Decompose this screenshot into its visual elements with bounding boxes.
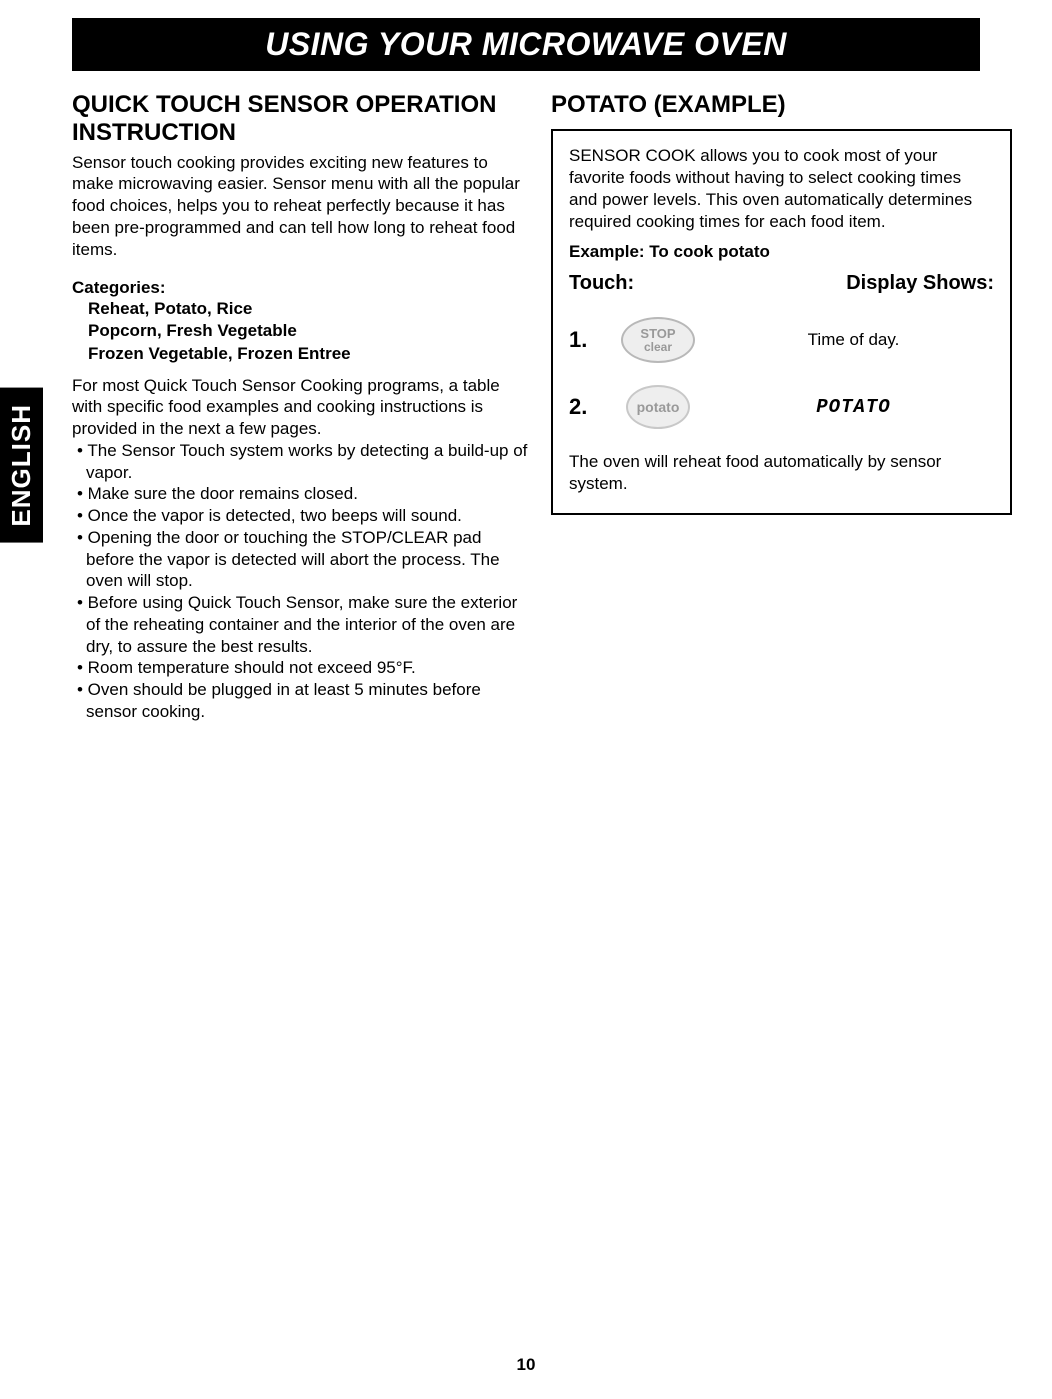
step-button-wrap: potato [603, 385, 713, 429]
example-footer: The oven will reheat food automatically … [569, 451, 994, 495]
bullet-item: • Opening the door or touching the STOP/… [72, 527, 533, 592]
bullet-item: • Once the vapor is detected, two beeps … [72, 505, 533, 527]
content-area: QUICK TOUCH SENSOR OPERATION INSTRUCTION… [0, 71, 1052, 723]
clear-label: clear [644, 341, 672, 354]
language-tab: ENGLISH [0, 388, 43, 543]
step-2-row: 2. potato POTATO [569, 385, 994, 429]
category-line: Frozen Vegetable, Frozen Entree [88, 343, 533, 365]
categories-list: Reheat, Potato, Rice Popcorn, Fresh Vege… [72, 298, 533, 364]
left-intro: Sensor touch cooking provides exciting n… [72, 152, 533, 261]
touch-display-header: Touch: Display Shows: [569, 272, 994, 295]
stop-label: STOP [640, 327, 675, 341]
category-line: Popcorn, Fresh Vegetable [88, 320, 533, 342]
step-2-display: POTATO [713, 396, 994, 418]
step-1-row: 1. STOP clear Time of day. [569, 317, 994, 363]
touch-label: Touch: [569, 272, 634, 295]
step-1-display: Time of day. [713, 330, 994, 350]
categories-label: Categories: [72, 278, 533, 298]
bullet-item: • Make sure the door remains closed. [72, 483, 533, 505]
example-intro: SENSOR COOK allows you to cook most of y… [569, 145, 994, 232]
potato-button[interactable]: potato [626, 385, 690, 429]
bullet-item: • Room temperature should not exceed 95°… [72, 657, 533, 679]
display-shows-label: Display Shows: [846, 272, 994, 295]
page-banner: USING YOUR MICROWAVE OVEN [72, 18, 980, 71]
stop-clear-button[interactable]: STOP clear [621, 317, 695, 363]
page-number: 10 [0, 1355, 1052, 1375]
left-column: QUICK TOUCH SENSOR OPERATION INSTRUCTION… [72, 91, 533, 723]
left-heading: QUICK TOUCH SENSOR OPERATION INSTRUCTION [72, 91, 533, 148]
bullet-item: • Before using Quick Touch Sensor, make … [72, 592, 533, 657]
example-box: SENSOR COOK allows you to cook most of y… [551, 129, 1012, 515]
potato-label: potato [637, 399, 680, 415]
step-number: 2. [569, 394, 603, 420]
right-column: POTATO (EXAMPLE) SENSOR COOK allows you … [551, 91, 1012, 723]
step-number: 1. [569, 327, 603, 353]
bullet-list: • The Sensor Touch system works by detec… [72, 440, 533, 723]
bullet-item: • The Sensor Touch system works by detec… [72, 440, 533, 484]
step-button-wrap: STOP clear [603, 317, 713, 363]
example-label: Example: To cook potato [569, 242, 994, 262]
category-line: Reheat, Potato, Rice [88, 298, 533, 320]
bullet-item: • Oven should be plugged in at least 5 m… [72, 679, 533, 723]
bullet-intro: For most Quick Touch Sensor Cooking prog… [72, 375, 533, 440]
right-heading: POTATO (EXAMPLE) [551, 91, 1012, 119]
